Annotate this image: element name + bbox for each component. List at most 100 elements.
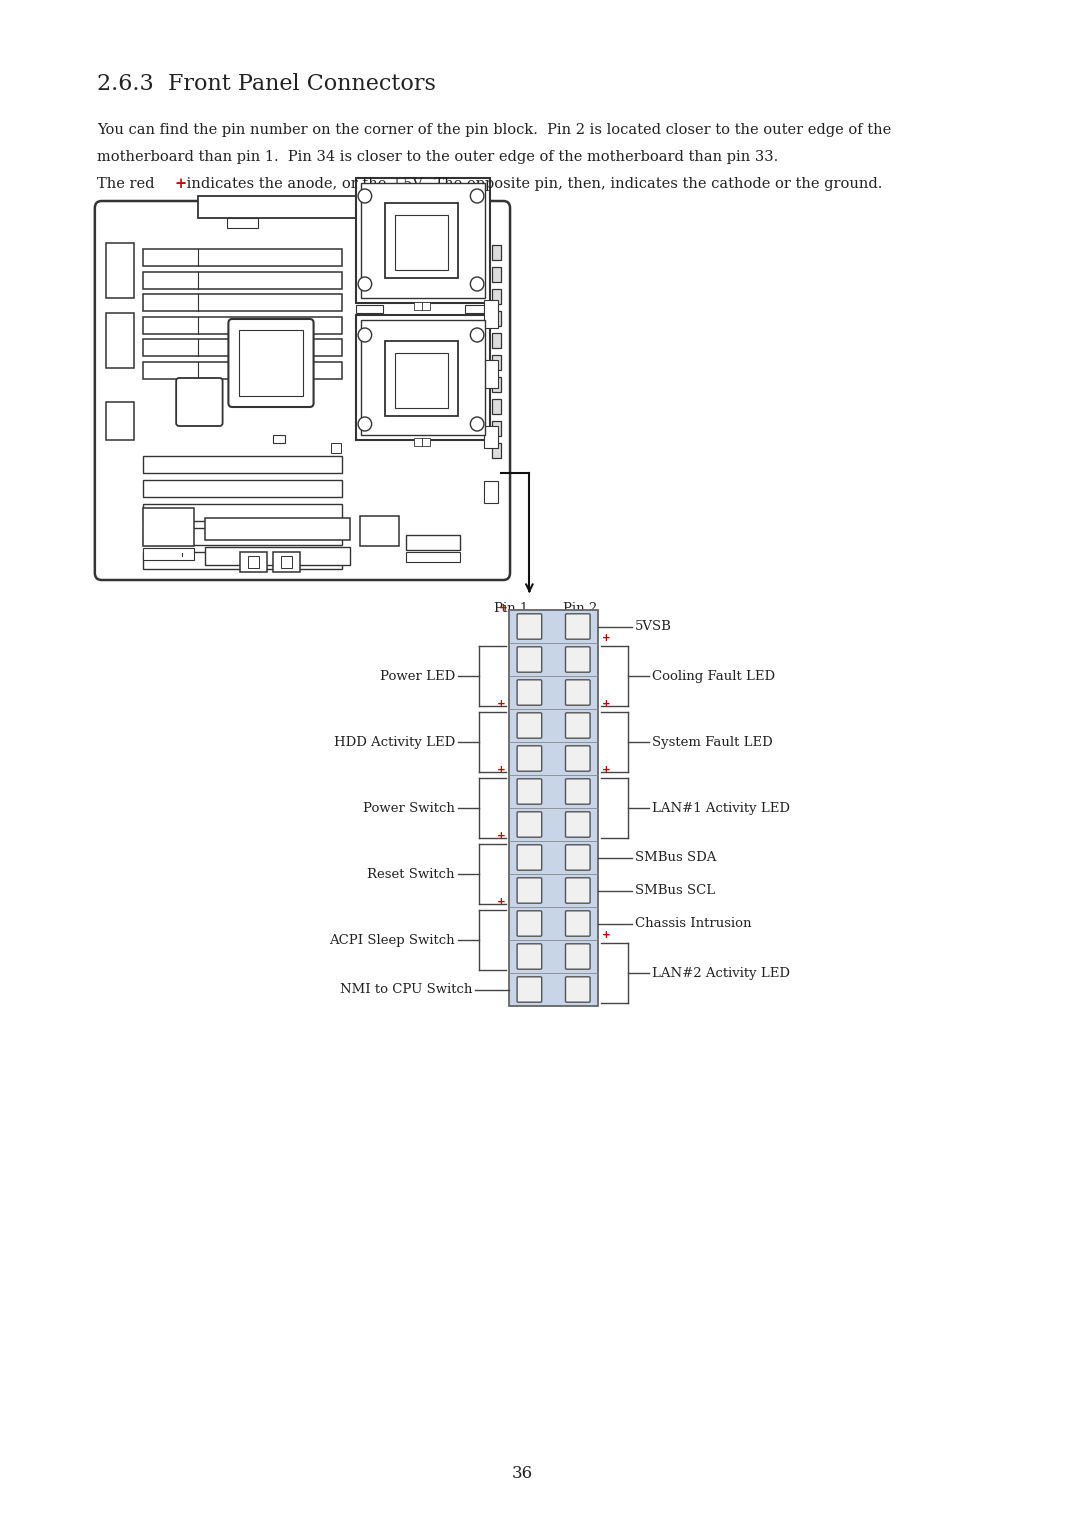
Bar — [395, 215, 448, 270]
Bar — [144, 507, 193, 545]
Text: Cooling Fault LED: Cooling Fault LED — [652, 669, 775, 683]
FancyBboxPatch shape — [517, 877, 542, 903]
Text: +: + — [497, 831, 505, 840]
Bar — [144, 249, 341, 266]
Bar — [240, 552, 267, 571]
Bar — [144, 316, 341, 333]
Text: +: + — [497, 698, 505, 709]
Bar — [360, 516, 399, 545]
FancyBboxPatch shape — [566, 779, 590, 804]
FancyBboxPatch shape — [517, 746, 542, 772]
Bar — [330, 443, 340, 452]
Bar — [406, 535, 460, 550]
Bar — [491, 377, 501, 393]
Circle shape — [471, 417, 484, 431]
FancyBboxPatch shape — [566, 811, 590, 837]
Text: System Fault LED: System Fault LED — [652, 735, 773, 749]
Text: Power Switch: Power Switch — [363, 802, 455, 814]
Text: 36: 36 — [512, 1464, 534, 1482]
Text: +: + — [602, 698, 610, 709]
Bar — [144, 339, 341, 356]
Bar — [205, 518, 350, 539]
Text: motherboard than pin 1.  Pin 34 is closer to the outer edge of the motherboard t: motherboard than pin 1. Pin 34 is closer… — [97, 150, 778, 163]
FancyBboxPatch shape — [517, 976, 542, 1002]
Bar — [361, 319, 485, 435]
FancyBboxPatch shape — [517, 845, 542, 871]
Text: Pin 1: Pin 1 — [494, 602, 528, 614]
Bar — [484, 361, 499, 388]
Bar — [484, 426, 499, 448]
FancyBboxPatch shape — [517, 911, 542, 937]
FancyBboxPatch shape — [228, 319, 313, 406]
Text: Reset Switch: Reset Switch — [367, 868, 455, 880]
Text: 2.6.3  Front Panel Connectors: 2.6.3 Front Panel Connectors — [97, 73, 435, 95]
Text: SMBus SDA: SMBus SDA — [635, 851, 716, 863]
Bar — [144, 293, 341, 312]
Bar — [356, 315, 489, 440]
Text: ACPI Sleep Switch: ACPI Sleep Switch — [329, 934, 455, 946]
FancyBboxPatch shape — [566, 712, 590, 738]
FancyBboxPatch shape — [517, 712, 542, 738]
FancyBboxPatch shape — [566, 877, 590, 903]
Text: Pin 2: Pin 2 — [564, 602, 597, 614]
Text: Power LED: Power LED — [380, 669, 455, 683]
FancyBboxPatch shape — [566, 680, 590, 706]
Text: NMI to CPU Switch: NMI to CPU Switch — [340, 983, 472, 996]
Bar — [273, 552, 300, 571]
Bar — [107, 402, 134, 440]
Bar — [144, 455, 341, 474]
FancyBboxPatch shape — [566, 646, 590, 672]
Bar — [422, 303, 430, 310]
Bar — [281, 556, 293, 568]
FancyBboxPatch shape — [517, 779, 542, 804]
Text: +: + — [602, 633, 610, 643]
FancyBboxPatch shape — [517, 646, 542, 672]
Bar — [356, 306, 383, 313]
Bar — [464, 306, 489, 313]
Bar — [239, 330, 302, 396]
Text: The red: The red — [97, 177, 159, 191]
FancyBboxPatch shape — [566, 614, 590, 639]
Bar — [144, 272, 341, 289]
Bar — [422, 439, 430, 446]
FancyBboxPatch shape — [517, 811, 542, 837]
FancyBboxPatch shape — [566, 845, 590, 871]
Text: +: + — [602, 931, 610, 940]
Circle shape — [359, 329, 372, 342]
FancyBboxPatch shape — [176, 377, 222, 426]
Bar — [491, 399, 501, 414]
Bar — [273, 435, 284, 443]
FancyBboxPatch shape — [566, 944, 590, 969]
Bar — [144, 552, 341, 568]
Circle shape — [359, 277, 372, 290]
Bar — [406, 552, 460, 562]
Bar — [491, 312, 501, 325]
FancyBboxPatch shape — [566, 746, 590, 772]
Bar — [491, 267, 501, 283]
Text: +: + — [497, 766, 505, 775]
Circle shape — [359, 417, 372, 431]
Circle shape — [471, 277, 484, 290]
FancyBboxPatch shape — [566, 976, 590, 1002]
Bar — [107, 243, 134, 298]
Bar — [395, 353, 448, 408]
Bar — [107, 313, 134, 368]
Circle shape — [471, 329, 484, 342]
Bar — [491, 354, 501, 370]
Circle shape — [359, 189, 372, 203]
Bar — [386, 203, 458, 278]
Text: +: + — [602, 766, 610, 775]
Bar — [491, 289, 501, 304]
Bar — [491, 333, 501, 348]
Bar — [509, 610, 598, 1005]
FancyBboxPatch shape — [517, 680, 542, 706]
Bar — [361, 183, 485, 298]
Text: +: + — [499, 604, 508, 613]
Text: indicates the anode, or the +5V.  The opposite pin, then, indicates the cathode : indicates the anode, or the +5V. The opp… — [183, 177, 882, 191]
Text: Chassis Intrusion: Chassis Intrusion — [635, 917, 752, 931]
Bar — [144, 549, 193, 559]
FancyBboxPatch shape — [95, 202, 510, 581]
Circle shape — [471, 189, 484, 203]
Text: +: + — [497, 897, 505, 908]
Bar — [484, 299, 499, 329]
